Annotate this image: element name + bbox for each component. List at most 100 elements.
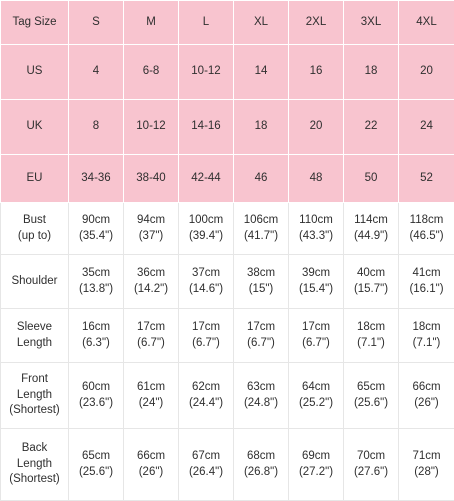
size-col-header: S bbox=[69, 1, 124, 45]
cm-value: 110cm bbox=[289, 213, 343, 229]
cm-value: 60cm bbox=[69, 380, 123, 396]
row-label: US bbox=[1, 45, 69, 100]
table-cell: 68cm(26.8") bbox=[234, 429, 289, 501]
inch-value: (7.1") bbox=[399, 336, 454, 352]
cm-value: 36cm bbox=[124, 266, 178, 282]
table-cell: 67cm(26.4") bbox=[179, 429, 234, 501]
bust-row: Bust (up to) 90cm(35.4") 94cm(37") 100cm… bbox=[1, 203, 454, 255]
inch-value: (46.5") bbox=[399, 229, 454, 245]
table-cell: 36cm(14.2") bbox=[124, 255, 179, 309]
uk-size-row: UK 8 10-12 14-16 18 20 22 24 bbox=[1, 100, 454, 155]
us-size-row: US 4 6-8 10-12 14 16 18 20 bbox=[1, 45, 454, 100]
table-cell: 65cm(25.6") bbox=[344, 363, 399, 429]
inch-value: (16.1") bbox=[399, 282, 454, 298]
table-cell: 106cm(41.7") bbox=[234, 203, 289, 255]
size-col-header: 4XL bbox=[399, 1, 454, 45]
table-cell: 100cm(39.4") bbox=[179, 203, 234, 255]
size-header-row: Tag Size S M L XL 2XL 3XL 4XL bbox=[1, 1, 454, 45]
table-cell: 16 bbox=[289, 45, 344, 100]
cm-value: 100cm bbox=[179, 213, 233, 229]
inch-value: (35.4") bbox=[69, 229, 123, 245]
cm-value: 17cm bbox=[179, 320, 233, 336]
inch-value: (24") bbox=[124, 396, 178, 412]
table-cell: 24 bbox=[399, 100, 454, 155]
cm-value: 114cm bbox=[344, 213, 398, 229]
table-cell: 42-44 bbox=[179, 155, 234, 203]
tag-size-header: Tag Size bbox=[1, 1, 69, 45]
row-label: Front Length (Shortest) bbox=[1, 363, 69, 429]
table-cell: 39cm(15.4") bbox=[289, 255, 344, 309]
inch-value: (25.6") bbox=[69, 465, 123, 481]
table-cell: 35cm(13.8") bbox=[69, 255, 124, 309]
size-col-header: L bbox=[179, 1, 234, 45]
cm-value: 39cm bbox=[289, 266, 343, 282]
table-cell: 66cm(26") bbox=[124, 429, 179, 501]
cm-value: 106cm bbox=[234, 213, 288, 229]
cm-value: 37cm bbox=[179, 266, 233, 282]
table-cell: 64cm(25.2") bbox=[289, 363, 344, 429]
cm-value: 65cm bbox=[69, 449, 123, 465]
cm-value: 70cm bbox=[344, 449, 398, 465]
table-cell: 17cm(6.7") bbox=[289, 309, 344, 363]
cm-value: 67cm bbox=[179, 449, 233, 465]
table-cell: 38-40 bbox=[124, 155, 179, 203]
cm-value: 63cm bbox=[234, 380, 288, 396]
row-label: Bust (up to) bbox=[1, 203, 69, 255]
inch-value: (6.7") bbox=[289, 336, 343, 352]
cm-value: 66cm bbox=[124, 449, 178, 465]
inch-value: (24.8") bbox=[234, 396, 288, 412]
inch-value: (15.7") bbox=[344, 282, 398, 298]
cm-value: 17cm bbox=[124, 320, 178, 336]
table-cell: 46 bbox=[234, 155, 289, 203]
cm-value: 18cm bbox=[344, 320, 398, 336]
table-cell: 10-12 bbox=[179, 45, 234, 100]
inch-value: (24.4") bbox=[179, 396, 233, 412]
table-cell: 18 bbox=[344, 45, 399, 100]
inch-value: (6.7") bbox=[179, 336, 233, 352]
inch-value: (26") bbox=[399, 396, 454, 412]
shoulder-row: Shoulder 35cm(13.8") 36cm(14.2") 37cm(14… bbox=[1, 255, 454, 309]
table-cell: 18 bbox=[234, 100, 289, 155]
table-cell: 50 bbox=[344, 155, 399, 203]
inch-value: (14.2") bbox=[124, 282, 178, 298]
inch-value: (26.8") bbox=[234, 465, 288, 481]
table-cell: 52 bbox=[399, 155, 454, 203]
cm-value: 17cm bbox=[234, 320, 288, 336]
size-col-header: 2XL bbox=[289, 1, 344, 45]
table-cell: 38cm(15") bbox=[234, 255, 289, 309]
size-col-header: M bbox=[124, 1, 179, 45]
cm-value: 66cm bbox=[399, 380, 454, 396]
table-cell: 17cm(6.7") bbox=[124, 309, 179, 363]
inch-value: (6.7") bbox=[234, 336, 288, 352]
cm-value: 18cm bbox=[399, 320, 454, 336]
table-cell: 41cm(16.1") bbox=[399, 255, 454, 309]
front-length-row: Front Length (Shortest) 60cm(23.6") 61cm… bbox=[1, 363, 454, 429]
table-cell: 90cm(35.4") bbox=[69, 203, 124, 255]
cm-value: 69cm bbox=[289, 449, 343, 465]
table-cell: 18cm(7.1") bbox=[399, 309, 454, 363]
table-cell: 65cm(25.6") bbox=[69, 429, 124, 501]
cm-value: 35cm bbox=[69, 266, 123, 282]
inch-value: (14.6") bbox=[179, 282, 233, 298]
inch-value: (7.1") bbox=[344, 336, 398, 352]
table-cell: 60cm(23.6") bbox=[69, 363, 124, 429]
row-label: Shoulder bbox=[1, 255, 69, 309]
cm-value: 94cm bbox=[124, 213, 178, 229]
inch-value: (26.4") bbox=[179, 465, 233, 481]
table-cell: 94cm(37") bbox=[124, 203, 179, 255]
inch-value: (41.7") bbox=[234, 229, 288, 245]
eu-size-row: EU 34-36 38-40 42-44 46 48 50 52 bbox=[1, 155, 454, 203]
table-cell: 114cm(44.9") bbox=[344, 203, 399, 255]
table-cell: 16cm(6.3") bbox=[69, 309, 124, 363]
cm-value: 118cm bbox=[399, 213, 454, 229]
table-cell: 17cm(6.7") bbox=[179, 309, 234, 363]
table-cell: 71cm(28") bbox=[399, 429, 454, 501]
size-col-header: 3XL bbox=[344, 1, 399, 45]
inch-value: (27.2") bbox=[289, 465, 343, 481]
row-label: Sleeve Length bbox=[1, 309, 69, 363]
row-label: UK bbox=[1, 100, 69, 155]
cm-value: 17cm bbox=[289, 320, 343, 336]
table-cell: 20 bbox=[399, 45, 454, 100]
cm-value: 41cm bbox=[399, 266, 454, 282]
